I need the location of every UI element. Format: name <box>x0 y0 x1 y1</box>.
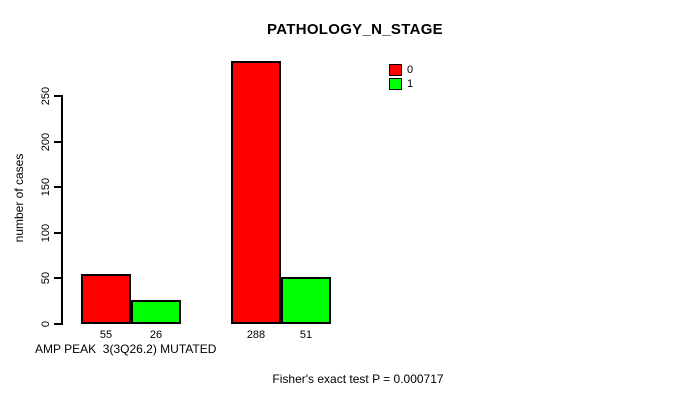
legend-swatch-icon <box>389 78 402 90</box>
legend-label: 1 <box>407 78 414 90</box>
y-axis-title: number of cases <box>12 153 26 243</box>
y-tick-mark <box>54 277 62 279</box>
bar-value-label: 51 <box>299 329 313 341</box>
y-tick-mark <box>54 141 62 143</box>
y-tick-mark <box>54 95 62 97</box>
bar-value-label: 26 <box>149 329 163 341</box>
bar-series-0-group-2 <box>231 61 281 324</box>
legend-label: 0 <box>407 64 414 76</box>
bar-series-1-group-1 <box>131 300 181 324</box>
fisher-test-text: Fisher's exact test P = 0.000717 <box>272 372 444 386</box>
y-tick-mark <box>54 186 62 188</box>
y-tick-label: 250 <box>40 86 52 106</box>
legend-swatch-icon <box>389 64 402 76</box>
bar-series-0-group-1 <box>81 274 131 324</box>
x-axis-title: AMP PEAK 3(3Q26.2) MUTATED <box>35 342 217 356</box>
y-axis-line <box>61 95 63 325</box>
legend-row: 1 <box>389 78 413 90</box>
y-tick-label: 50 <box>40 271 52 285</box>
bar-value-label: 288 <box>246 329 266 341</box>
y-tick-label: 200 <box>40 132 52 152</box>
y-tick-label: 150 <box>40 177 52 197</box>
y-tick-mark <box>54 232 62 234</box>
chart-title: PATHOLOGY_N_STAGE <box>267 21 443 38</box>
y-tick-mark <box>54 323 62 325</box>
y-tick-label: 0 <box>40 320 52 328</box>
bar-value-label: 55 <box>99 329 113 341</box>
bar-series-1-group-2 <box>281 277 331 324</box>
legend-row: 0 <box>389 64 413 76</box>
y-tick-label: 100 <box>40 223 52 243</box>
